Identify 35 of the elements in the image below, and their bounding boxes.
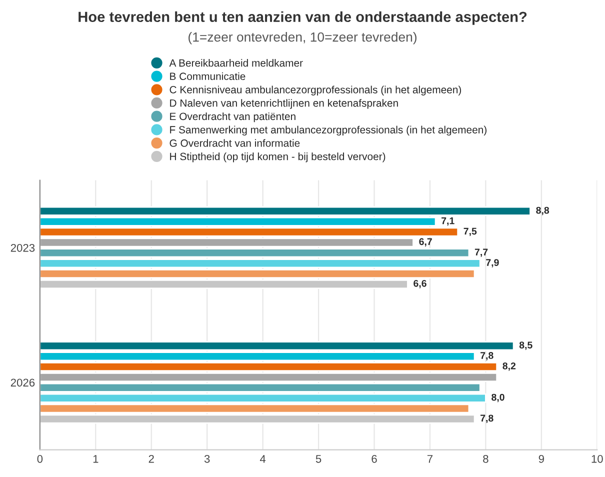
legend-label: B Communicatie (170, 72, 246, 80)
data-label: 8,2 (502, 362, 516, 371)
data-label: 7,5 (464, 228, 477, 236)
x-tick-label: 10 (592, 454, 603, 463)
x-tick-label: 0 (37, 454, 43, 463)
y-tick-label: 2026 (10, 378, 35, 387)
x-tick-label: 6 (372, 454, 377, 463)
chart-subtitle: (1=zeer ontevreden, 10=zeer tevreden) (188, 32, 416, 44)
x-tick-label: 4 (260, 455, 266, 463)
data-label: 7,8 (480, 352, 494, 360)
x-tick-label: 3 (204, 454, 210, 463)
x-tick-label: 1 (93, 455, 98, 463)
data-label: 6,7 (419, 238, 432, 246)
y-tick-label: 2023 (10, 244, 35, 252)
chart-title: Hoe tevreden bent u ten aanzien van de onderstaande aspecten? (78, 11, 527, 25)
data-label: 6,6 (414, 280, 426, 288)
legend-label: D Naleven van ketenrichtlijnen en ketenafspraken (170, 99, 398, 109)
data-label: 7,8 (480, 414, 494, 424)
x-tick-label: 2 (148, 454, 154, 463)
data-label: 8,8 (536, 206, 550, 216)
data-label: 7,1 (442, 217, 454, 226)
data-label: 8,0 (492, 394, 504, 402)
x-tick-label: 8 (483, 454, 488, 463)
legend-label: G Overdracht van informatie (170, 139, 300, 147)
x-tick-label: 5 (316, 455, 322, 463)
legend-label: A Bereikbaarheid meldkamer (169, 59, 303, 67)
x-tick-label: 9 (538, 454, 544, 463)
legend-label: F Samenwerking met ambulancezorgprofessionals (in het algemeen) (170, 126, 486, 136)
data-label: 7,7 (474, 248, 488, 257)
x-tick-label: 7 (427, 455, 433, 463)
legend-label: C Kennisniveau ambulancezorgprofessionals (in het algemeen) (170, 86, 462, 96)
data-label: 7,9 (486, 259, 499, 268)
legend-label: E Overdracht van patiënten (170, 112, 296, 122)
data-label: 8,5 (519, 342, 532, 350)
legend-label: H Stiptheid (op tijd komen - bij besteld vervoer) (170, 152, 386, 162)
